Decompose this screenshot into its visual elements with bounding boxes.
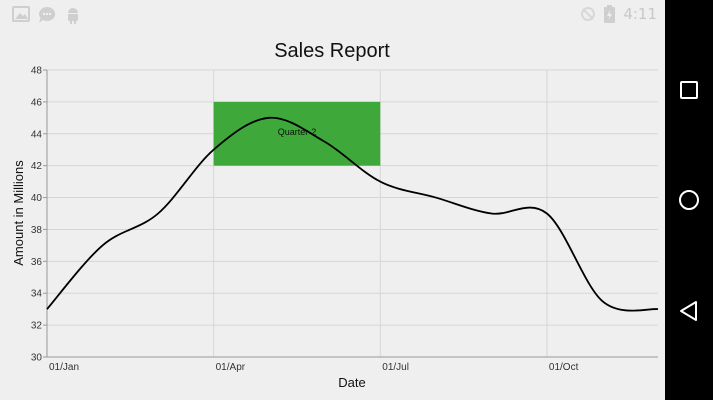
x-axis-label: Date (338, 375, 365, 390)
navigation-bar (665, 0, 713, 400)
y-tick-label-5: 40 (31, 193, 43, 204)
x-tick-label-1: 01/Apr (216, 362, 246, 373)
data-point-0 (44, 306, 50, 312)
data-point-11 (655, 306, 661, 312)
back-button[interactable] (665, 287, 713, 335)
triangle-back-icon (680, 301, 697, 321)
data-point-4 (266, 115, 272, 121)
series-line-0 (46, 116, 659, 312)
chart-bands (213, 101, 381, 166)
y-tick-label-9: 48 (31, 66, 43, 77)
y-tick-label-0: 30 (31, 353, 43, 364)
data-point-7 (433, 195, 439, 201)
circle-icon (679, 190, 699, 210)
status-clock: 4:11 (623, 5, 657, 23)
chart-labels: 30 32 34 36 38 40 42 44 46 48 01/Jan 01/Apr 01/Jul 01… (31, 66, 579, 374)
annotation-label-0: Quarter-2 (278, 127, 317, 137)
home-button[interactable] (665, 176, 713, 224)
x-tick-label-3: 01/Oct (549, 362, 579, 373)
y-tick-label-4: 38 (31, 225, 43, 236)
data-point-8 (488, 211, 494, 217)
data-point-10 (599, 298, 605, 304)
y-tick-label-3: 36 (31, 257, 43, 268)
status-bar: 4:11 (0, 0, 665, 28)
data-point-5 (322, 139, 328, 145)
x-tick-label-2: 01/Jul (382, 362, 409, 373)
y-tick-label-7: 44 (31, 129, 43, 140)
y-tick-label-2: 34 (31, 289, 43, 300)
chat-bubble-icon (39, 6, 56, 23)
image-icon (12, 6, 30, 22)
recent-apps-button[interactable] (665, 66, 713, 114)
y-tick-label-6: 42 (31, 161, 43, 172)
y-axis-label: Amount in Millions (11, 160, 26, 266)
data-point-6 (377, 179, 383, 185)
data-point-2 (155, 211, 161, 217)
data-point-1 (100, 242, 106, 248)
square-icon (680, 81, 698, 99)
y-tick-label-8: 46 (31, 97, 43, 108)
data-point-3 (211, 147, 217, 153)
annotation-band-0 (213, 101, 381, 166)
x-tick-label-0: 01/Jan (49, 362, 79, 373)
chart: 30 32 34 36 38 40 42 44 46 48 01/Jan 01/Apr 01/Jul 01… (11, 40, 661, 390)
data-point-9 (544, 211, 550, 217)
chart-series (44, 115, 661, 312)
chart-title: Sales Report (274, 40, 390, 62)
battery-charging-icon (604, 5, 616, 23)
y-tick-label-1: 32 (31, 321, 43, 332)
signal-off-icon (581, 7, 596, 21)
android-icon (68, 8, 78, 24)
